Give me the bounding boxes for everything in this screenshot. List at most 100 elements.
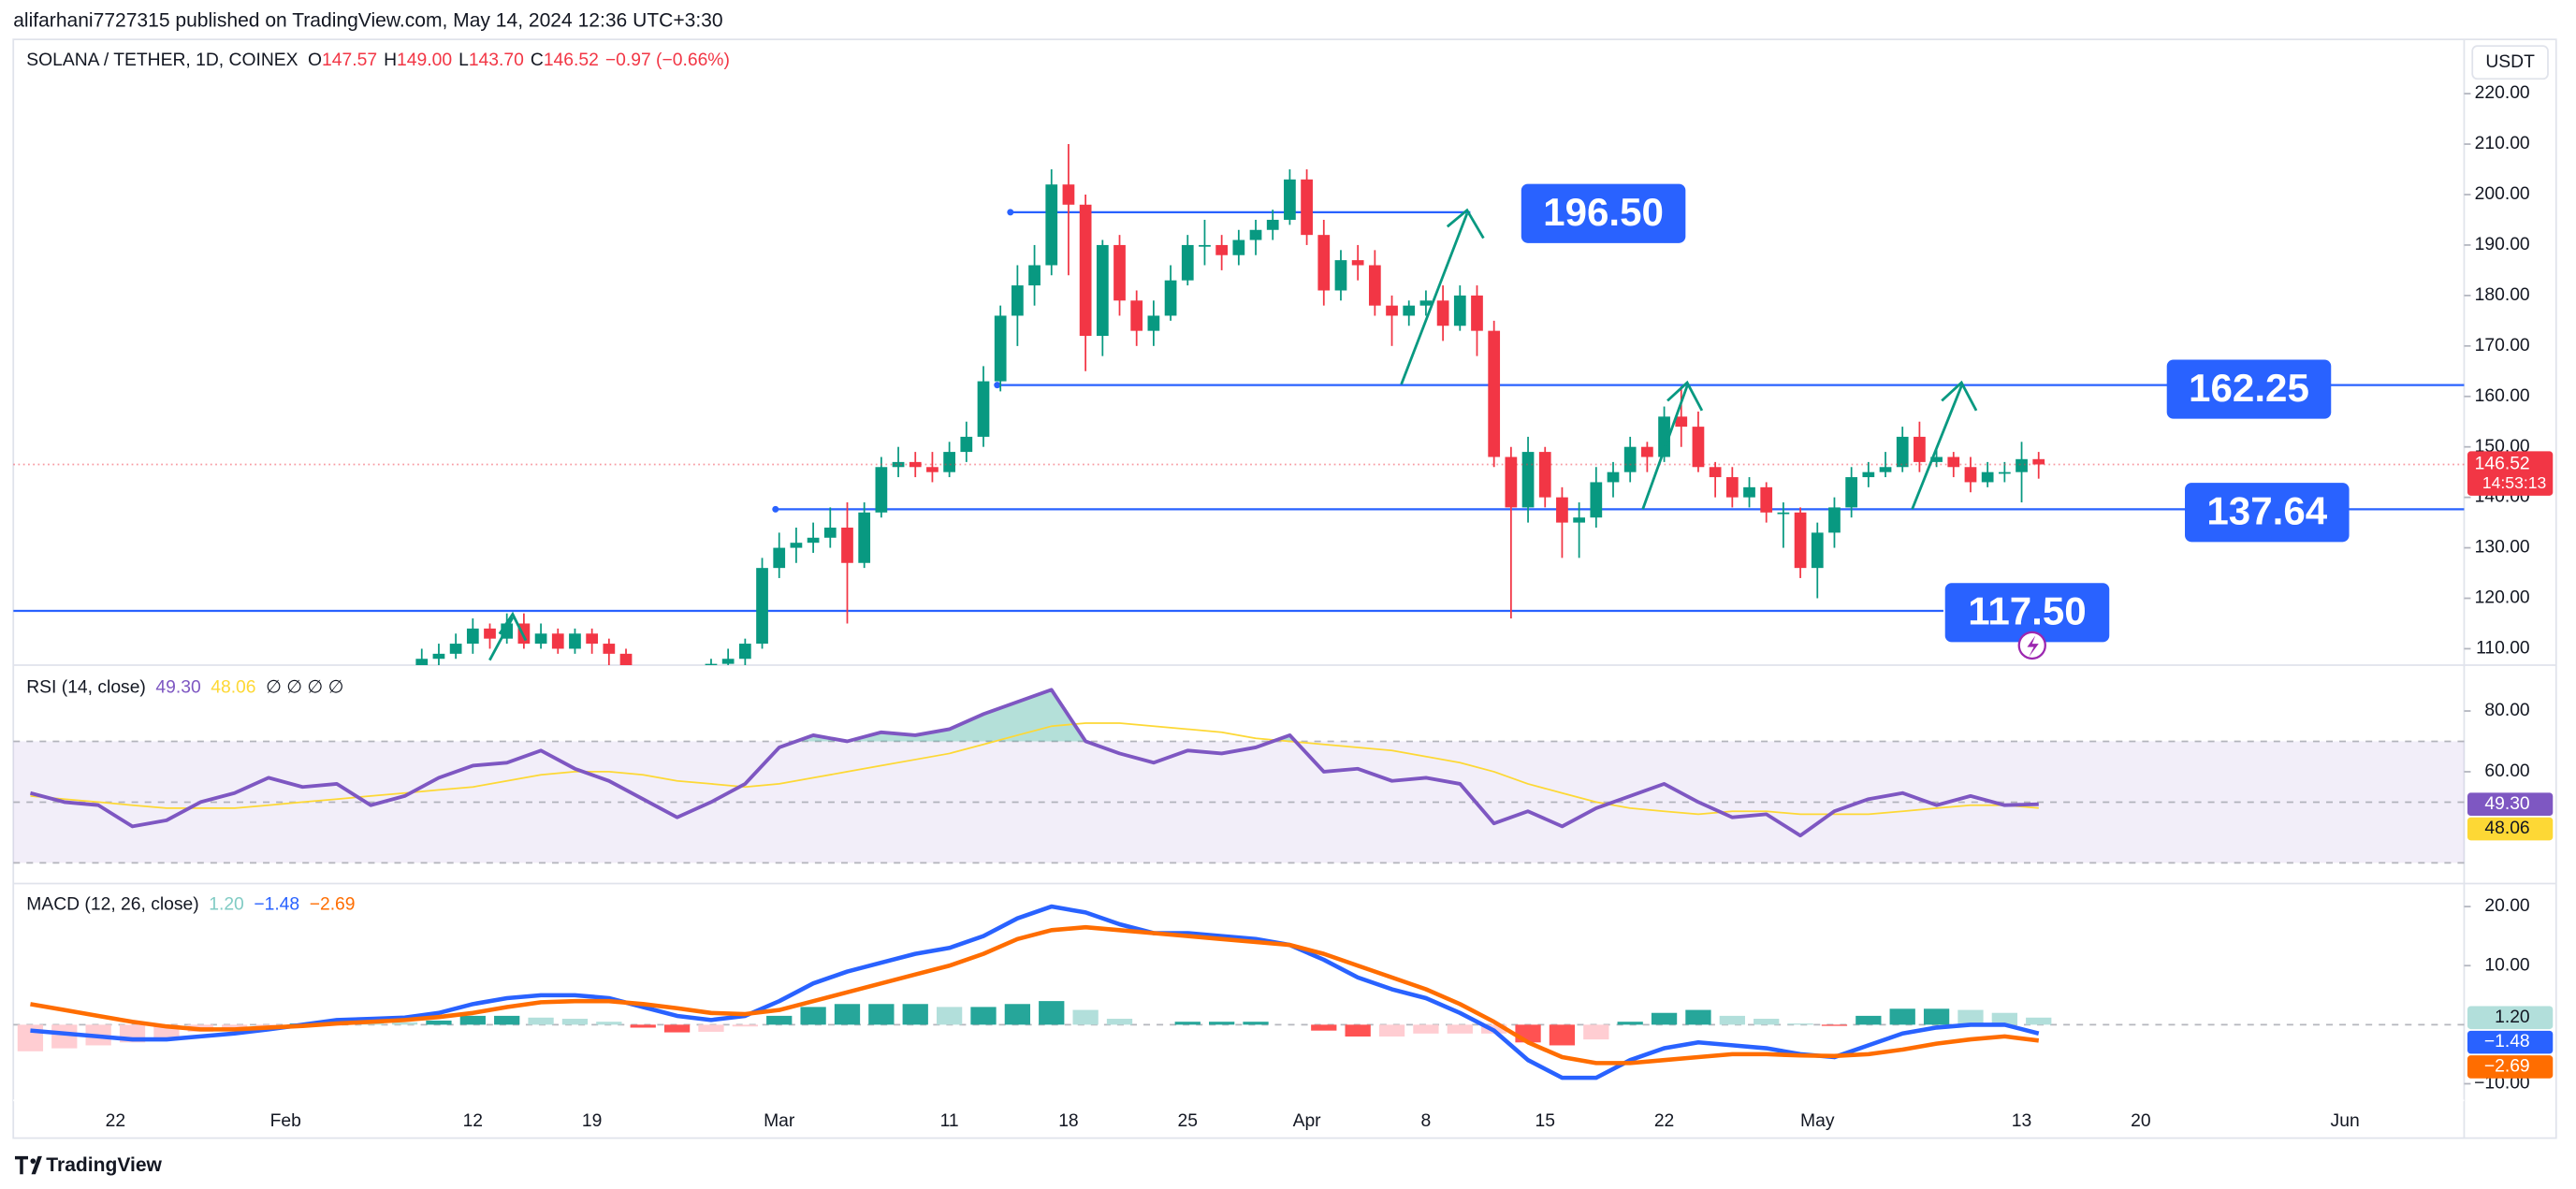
indicator-value: −2.69 — [310, 894, 356, 914]
macd-pane — [13, 904, 2465, 1080]
ohlc-key: C — [531, 51, 544, 70]
x-tick-label: 11 — [940, 1111, 959, 1131]
histogram-bar — [970, 1007, 997, 1025]
candle-body — [432, 653, 445, 660]
x-tick-label: 19 — [582, 1111, 602, 1131]
candle-body — [1777, 512, 1790, 515]
level-anchor — [994, 382, 1001, 389]
level-label: 196.50 — [1543, 190, 1664, 234]
candle-body — [1794, 512, 1807, 569]
ohlc-value: 146.52 — [544, 51, 599, 70]
histogram-bar — [732, 1024, 758, 1027]
currency: USDT — [2485, 52, 2535, 72]
y-tick-label: −10.00 — [2474, 1074, 2530, 1094]
histogram-bar — [561, 1019, 589, 1025]
candle-body — [1266, 219, 1279, 230]
x-tick-label: 18 — [1058, 1111, 1078, 1131]
level-label: 117.50 — [1968, 589, 2087, 633]
candle-body — [960, 436, 973, 453]
histogram-bar — [391, 1022, 418, 1025]
candle-body — [1199, 244, 1211, 247]
rsi-line — [30, 722, 2039, 816]
x-tick-label: 12 — [463, 1111, 483, 1131]
x-tick-label: 20 — [2131, 1111, 2150, 1131]
price-badge-label: −2.69 — [2484, 1057, 2530, 1077]
change: −0.97 (−0.66%) — [605, 51, 730, 70]
x-tick-label: 22 — [1654, 1111, 1674, 1131]
macd-line — [30, 904, 2040, 1080]
histogram-bar — [596, 1022, 622, 1025]
arrow-head — [498, 611, 528, 642]
candle-body — [1453, 295, 1466, 326]
candle-body — [1471, 295, 1483, 331]
ohlc-value: 149.00 — [397, 51, 452, 70]
y-tick-label: 160.00 — [2475, 386, 2530, 406]
candle-body — [926, 467, 939, 472]
y-tick-label: 190.00 — [2475, 235, 2530, 254]
last-price-label: 146.52 — [2475, 455, 2530, 474]
histogram-bar — [1004, 1004, 1031, 1025]
histogram-bar — [1923, 1008, 1950, 1025]
candle-body — [1505, 457, 1518, 508]
candle-body — [449, 644, 462, 654]
candle-body — [1062, 184, 1075, 205]
candle-body — [1930, 457, 1943, 462]
candle-body — [875, 467, 888, 513]
indicator-title: RSI (14, close) — [26, 678, 146, 698]
x-tick-label: 8 — [1421, 1111, 1432, 1131]
arrow — [1641, 385, 1689, 510]
y-tick-label: 110.00 — [2476, 639, 2530, 659]
candle-body — [892, 461, 905, 468]
y-tick-label: 80.00 — [2484, 701, 2529, 720]
candle-body — [1011, 285, 1024, 316]
candle-body — [1028, 265, 1041, 286]
ohlc-key: L — [458, 51, 469, 70]
candle-body — [1403, 305, 1416, 316]
histogram-bar — [1787, 1023, 1813, 1025]
histogram-bar — [528, 1017, 554, 1025]
price-badge-label: −1.48 — [2484, 1032, 2530, 1051]
candle-body — [1760, 486, 1773, 513]
arrow-head — [1941, 380, 1978, 412]
x-tick-label: 22 — [106, 1111, 125, 1131]
candle-body — [1845, 477, 1858, 508]
histogram-bar — [51, 1024, 78, 1049]
candle-body — [1215, 244, 1229, 255]
candle-body — [738, 644, 751, 660]
arrow — [1400, 212, 1469, 385]
candle-body — [807, 537, 820, 544]
candle-body — [1488, 330, 1501, 457]
countdown: 14:53:13 — [2482, 473, 2546, 492]
histogram-bar — [1413, 1024, 1439, 1034]
candle-body — [1828, 507, 1841, 533]
price-badge-label: 1.20 — [2495, 1008, 2530, 1027]
ohlc-value: 143.70 — [469, 51, 524, 70]
ohlc-value: 147.57 — [322, 51, 377, 70]
indicator-value: 1.20 — [209, 894, 244, 914]
candle-body — [1436, 300, 1449, 326]
candle-body — [551, 633, 564, 649]
histogram-bar — [1311, 1024, 1337, 1031]
candle-body — [994, 315, 1007, 382]
legend: MACD (12, 26, close) 1.20 −1.48 −2.69 — [26, 894, 355, 914]
candle-body — [1045, 184, 1058, 266]
candle-body — [756, 568, 768, 645]
candle-body — [858, 512, 871, 563]
candle-body — [1862, 471, 1875, 478]
logo-mark — [30, 1158, 36, 1164]
candle-body — [1096, 244, 1109, 337]
candle-body — [1079, 204, 1092, 337]
indicator-value: 48.06 — [211, 678, 255, 698]
level-label-box — [2166, 359, 2332, 419]
currency-box[interactable] — [2471, 45, 2549, 80]
candle-body — [1351, 260, 1364, 266]
indicator-title: MACD (12, 26, close) — [26, 894, 198, 914]
last-price-badge — [2467, 451, 2554, 496]
candle-body — [823, 528, 837, 538]
histogram-bar — [1106, 1019, 1133, 1025]
candle-body — [569, 633, 581, 649]
candle-body — [1981, 471, 1994, 483]
rsi-pane — [13, 688, 2465, 864]
candle-body — [1743, 486, 1755, 498]
